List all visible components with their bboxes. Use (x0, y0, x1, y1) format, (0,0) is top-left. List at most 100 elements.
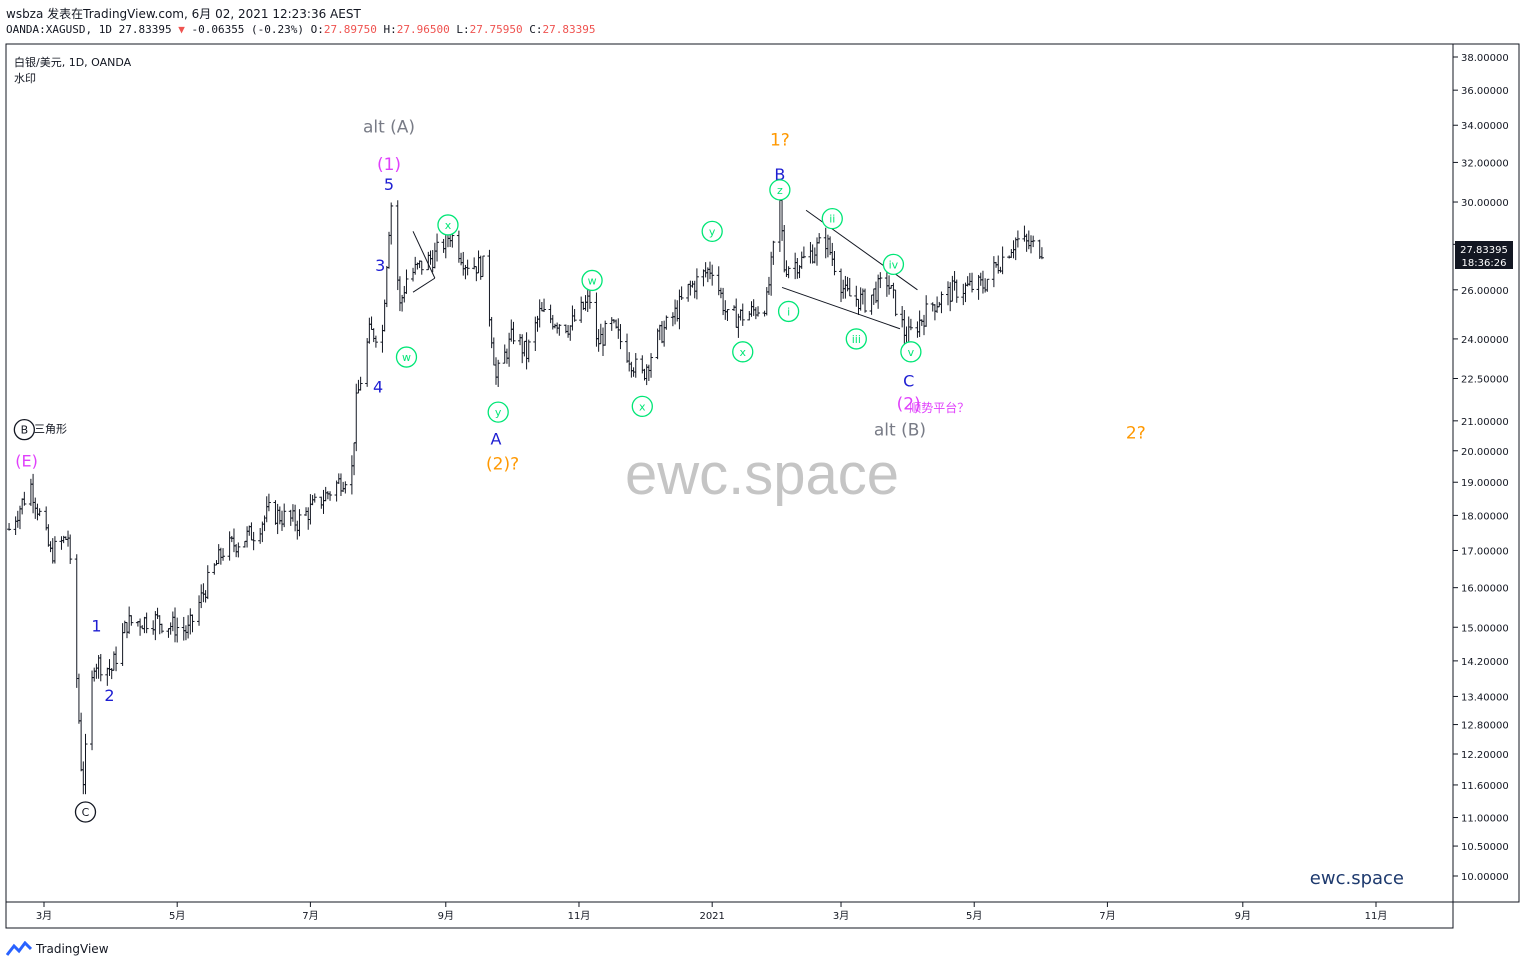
ohlc-bar (640, 355, 645, 374)
ohlc-bar (90, 670, 95, 751)
ohlc-bar (181, 616, 186, 641)
x-tick-label: 11月 (568, 910, 591, 922)
ohlc-bar (356, 379, 361, 394)
price-axis: 10.00000 10.50000 11.00000 11.60000 12.20000… (1453, 53, 1509, 883)
wave-label: 2 (104, 686, 114, 705)
y-tick-label: 19.00000 (1461, 478, 1509, 489)
svg-text:y: y (495, 406, 502, 419)
circled-wave-label: B (13, 419, 35, 441)
ohlc-bar (81, 761, 86, 795)
ohlc-bar (456, 230, 461, 263)
circled-wave-label: v (900, 341, 922, 363)
y-tick-label: 10.50000 (1461, 842, 1509, 853)
price-badge: 27.83395 18:36:26 (1455, 241, 1513, 269)
ohlc-bar (76, 673, 81, 724)
ohlc-bar (441, 238, 446, 253)
open-label: O: (310, 23, 324, 36)
ohlc-bar (343, 481, 348, 494)
ohlc-bar (68, 534, 73, 564)
wave-label: (E) (15, 451, 38, 470)
tradingview-brand[interactable]: TradingView (6, 941, 109, 957)
x-tick-label: 5月 (169, 910, 185, 922)
ohlc-bar (1037, 239, 1042, 259)
ohlc-bar (221, 548, 226, 561)
ohlc-bar (1013, 237, 1018, 261)
ohlc-bar (277, 506, 282, 525)
ohlc-bar (124, 622, 129, 639)
ohlc-bar (428, 250, 433, 265)
ohlc-bar (92, 667, 97, 682)
ohlc-bar (863, 288, 868, 313)
ohlc-bar (280, 510, 285, 531)
symbol-label: OANDA:XAGUSD, 1D (6, 23, 112, 36)
ohlc-bar (596, 329, 601, 352)
ohlc-bar (365, 338, 370, 387)
ohlc-bar (725, 309, 730, 321)
circled-wave-label: ii (821, 207, 843, 230)
ohlc-bar (494, 357, 499, 385)
ohlc-bar (673, 299, 678, 325)
ohlc-bar (917, 310, 922, 337)
ohlc-bar (738, 309, 743, 321)
ohlc-bar (664, 315, 669, 330)
ohlc-bar (542, 298, 547, 313)
ohlc-bar (504, 348, 509, 364)
ohlc-bar (662, 320, 667, 347)
ohlc-bar (924, 295, 929, 327)
ohlc-bar (371, 328, 376, 343)
ohlc-bar (572, 309, 577, 322)
ohlc-bar (753, 307, 758, 320)
ohlc-bar (236, 542, 241, 558)
ohlc-bar (94, 663, 99, 679)
ohlc-bar (166, 628, 171, 638)
ohlc-bar (891, 282, 896, 299)
ohlc-bar (524, 332, 529, 370)
change-value: -0.06355 (-0.23%) (191, 23, 305, 36)
ohlc-bar (227, 531, 232, 561)
ohlc-bar (694, 268, 699, 300)
ohlc-bar (749, 301, 754, 317)
circled-wave-label: z (769, 179, 791, 201)
ohlc-bar (703, 262, 708, 278)
ohlc-bar (858, 287, 863, 311)
ohlc-bar (1022, 225, 1027, 242)
y-tick-label: 32.00000 (1461, 158, 1509, 169)
ohlc-bar (954, 279, 959, 303)
y-tick-label: 38.00000 (1461, 53, 1509, 64)
ohlc-bar (587, 288, 592, 309)
ohlc-bar (708, 261, 712, 280)
ohlc-bar (659, 321, 664, 344)
ohlc-bar (854, 285, 859, 307)
ohlc-bar (44, 506, 49, 531)
legend-watermark-label: 水印 (14, 72, 36, 85)
wave-label: 1 (91, 616, 101, 635)
ohlc-bar (282, 503, 287, 528)
high-label: H: (383, 23, 397, 36)
ohlc-bar (170, 611, 175, 632)
ohlc-bar (810, 244, 815, 264)
ohlc-bar (489, 316, 494, 349)
ohlc-bar (264, 496, 269, 523)
ohlc-bar (998, 266, 1003, 273)
ohlc-bar (22, 491, 27, 506)
trendline (412, 277, 436, 293)
ohlc-bar (932, 304, 937, 321)
ohlc-bar (216, 544, 221, 565)
trendline (781, 286, 901, 330)
ohlc-bar (906, 316, 911, 346)
ohlc-bar (747, 311, 752, 321)
ohlc-bar (319, 496, 324, 509)
ohlc-bar (461, 251, 466, 276)
ohlc-bar (231, 528, 236, 553)
ohlc-bar (120, 623, 125, 666)
ohlc-bar (884, 271, 889, 297)
ohlc-bar (520, 334, 525, 364)
ohlc-bar (799, 251, 804, 269)
y-tick-label: 10.00000 (1461, 872, 1509, 883)
ohlc-bar (275, 503, 280, 535)
ohlc-bar (921, 314, 926, 336)
ohlc-bar (876, 274, 881, 309)
svg-text:B: B (21, 424, 29, 437)
wave-label: 4 (373, 377, 383, 396)
